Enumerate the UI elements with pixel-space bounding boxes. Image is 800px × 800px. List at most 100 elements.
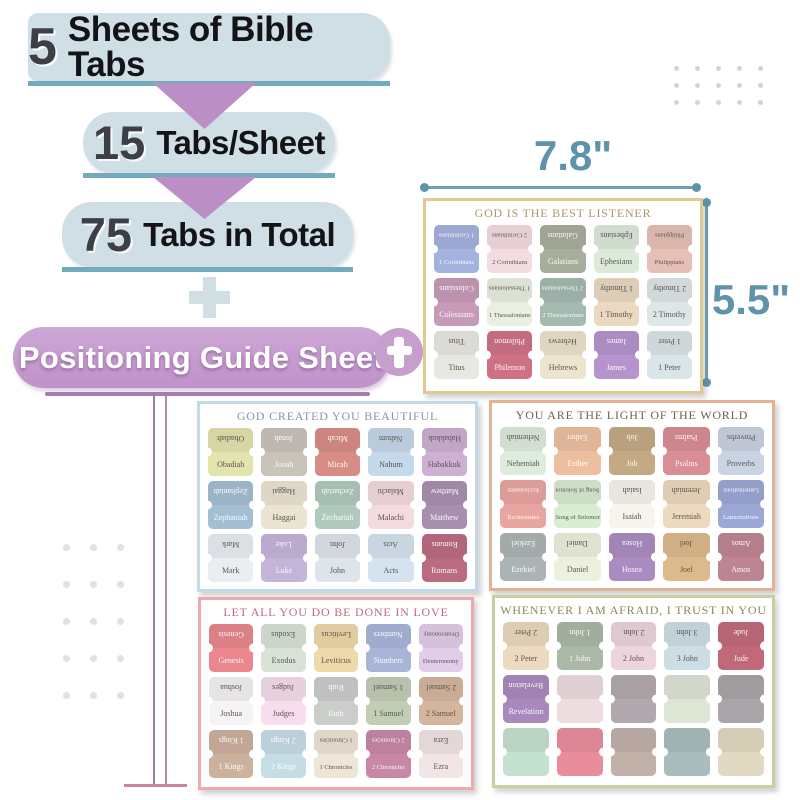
tab-label: Acts	[383, 567, 399, 575]
tab-isaiah: Isaiah Isaiah	[608, 480, 656, 528]
tab-label-mirrored: Ezekiel	[511, 539, 536, 547]
tab-label: Jeremiah	[671, 513, 701, 521]
sheet-title: GOD IS THE BEST LISTENER	[474, 206, 652, 220]
tab-philemon: Philemon Philemon	[487, 331, 533, 379]
decor-dot	[716, 100, 721, 105]
decor-dot	[695, 66, 700, 71]
tab-label: 2 Thessalonians	[542, 312, 584, 319]
tab-song-of-solomon: Song of Solomon Song of Solomon	[554, 480, 601, 528]
tab-2-peter: 2 Peter 2 Peter	[503, 622, 549, 670]
tab-label: Matthew	[430, 514, 459, 522]
tab-label-mirrored: Judges	[272, 683, 295, 691]
tabs-per-sheet-text: Tabs/Sheet	[156, 124, 325, 161]
tab-label-mirrored: Mark	[222, 540, 240, 548]
tab-label-mirrored: Hosea	[622, 539, 642, 547]
tab-2-corinthians: 2 Corinthians 2 Corinthians	[487, 225, 533, 273]
tab-label-mirrored: Acts	[383, 540, 399, 548]
decor-dot	[90, 544, 97, 551]
tab-label: Ephesians	[599, 258, 633, 266]
decor-dot	[63, 692, 70, 699]
tab-label: Colossians	[439, 311, 474, 319]
tab-sheet-wisdom-prophets: YOU ARE THE LIGHT OF THE WORLD Nehemiah N…	[489, 400, 775, 591]
tab-mark: Mark Mark	[208, 534, 254, 582]
tab-label-mirrored: Song of Solomon	[555, 486, 600, 493]
blank-tab	[664, 728, 711, 776]
tab-label: Proverbs	[726, 460, 756, 468]
decor-dot	[758, 100, 763, 105]
tab-label-mirrored: Joel	[679, 539, 693, 547]
tab-label-mirrored: 2 Chronicles	[371, 736, 405, 743]
tab-label: Titus	[448, 364, 465, 372]
decor-dot	[117, 544, 124, 551]
blank-tab	[503, 728, 549, 776]
tab-label-mirrored: 1 Peter	[658, 337, 681, 345]
tab-1-thessalonians: 1 Thessalonians 1 Thessalonians	[487, 278, 533, 326]
tab-label: Esther	[567, 460, 588, 468]
tab-label: Jonah	[274, 461, 294, 469]
tab-label-mirrored: 1 Chronicles	[319, 736, 353, 743]
tab-label: 2 Samuel	[425, 710, 456, 718]
tab-ecclesiastes: Ecclesiastes Ecclesiastes	[500, 480, 547, 528]
decor-dot	[90, 618, 97, 625]
tab-label-mirrored: 2 John	[622, 628, 645, 636]
tab-label-mirrored: John	[329, 540, 346, 548]
tab-2-chronicles: 2 Chronicles 2 Chronicles	[366, 730, 411, 778]
tab-label: Zephaniah	[213, 514, 248, 522]
tab-label-mirrored: Zechariah	[321, 487, 354, 495]
tab-label-mirrored: 1 Thessalonians	[489, 284, 531, 291]
tab-label-mirrored: Zephaniah	[213, 487, 248, 495]
decor-dot	[674, 66, 679, 71]
tab-colossians: Colossians Colossians	[434, 278, 480, 326]
tab-label-mirrored: 1 Corinthians	[438, 231, 475, 238]
tab-label: James	[606, 364, 626, 372]
tab-2-john: 2 John 2 John	[610, 622, 657, 670]
decor-dot	[90, 655, 97, 662]
tab-label-mirrored: Isaiah	[622, 486, 642, 494]
tab-nehemiah: Nehemiah Nehemiah	[500, 427, 547, 475]
tab-label: Deuteronomy	[422, 658, 459, 665]
tab-deuteronomy: Deuteronomy Deuteronomy	[418, 624, 463, 672]
tab-label-mirrored: Ruth	[328, 683, 344, 691]
tab-jeremiah: Jeremiah Jeremiah	[663, 480, 710, 528]
tab-label: Genesis	[218, 657, 244, 665]
tab-label-mirrored: Nehemiah	[506, 433, 540, 441]
tab-label: 3 John	[676, 655, 698, 663]
tab-label: Isaiah	[622, 513, 642, 521]
tab-job: Job Job	[608, 427, 656, 475]
tab-label: 1 Chronicles	[319, 764, 353, 771]
tab-label: 1 John	[569, 655, 591, 663]
tab-label: 2 Corinthians	[492, 259, 528, 266]
tab-label-mirrored: 1 Timothy	[599, 284, 633, 292]
tab-label-mirrored: Job	[626, 433, 638, 441]
tab-leviticus: Leviticus Leviticus	[313, 624, 359, 672]
tab-ezra: Ezra Ezra	[418, 730, 463, 778]
guide-line-right	[165, 395, 167, 784]
tab-sheet-pentateuch-history: LET ALL YOU DO BE DONE IN LOVE Genesis Ge…	[198, 597, 474, 790]
tab-obadiah: Obadiah Obadiah	[208, 428, 254, 476]
tab-3-john: 3 John 3 John	[664, 622, 711, 670]
decor-dot	[117, 692, 124, 699]
tab-micah: Micah Micah	[314, 428, 361, 476]
tab-label-mirrored: 1 Kings	[218, 736, 244, 744]
tab-label: Jude	[733, 655, 749, 663]
total-tabs-number: 75	[79, 208, 133, 261]
tab-label: Haggai	[272, 514, 296, 522]
blank-tab	[556, 728, 603, 776]
tab-label: Obadiah	[217, 461, 245, 469]
tab-nahum: Nahum Nahum	[368, 428, 414, 476]
tab-label: Lamentations	[723, 514, 759, 521]
tab-label-mirrored: Ezra	[433, 736, 449, 744]
tab-label: Ezra	[433, 763, 449, 771]
tab-label: Malachi	[377, 514, 404, 522]
blank-tab	[718, 728, 764, 776]
tab-galatians: Galatians Galatians	[540, 225, 586, 273]
tab-label-mirrored: 2 Kings	[271, 736, 297, 744]
tab-2-samuel: 2 Samuel 2 Samuel	[418, 677, 463, 725]
tab-sheet-epistles-blank: WHENEVER I AM AFRAID, I TRUST IN YOU 2 P…	[492, 595, 775, 788]
guide-line-foot	[124, 784, 187, 787]
tab-label-mirrored: 2 Samuel	[425, 683, 456, 691]
tab-label-mirrored: 3 John	[676, 628, 698, 636]
tab-1-peter: 1 Peter 1 Peter	[646, 331, 692, 379]
tab-grid: Obadiah Obadiah Jonah Jonah Micah Micah Nahum N…	[200, 424, 475, 586]
decor-dot	[117, 581, 124, 588]
